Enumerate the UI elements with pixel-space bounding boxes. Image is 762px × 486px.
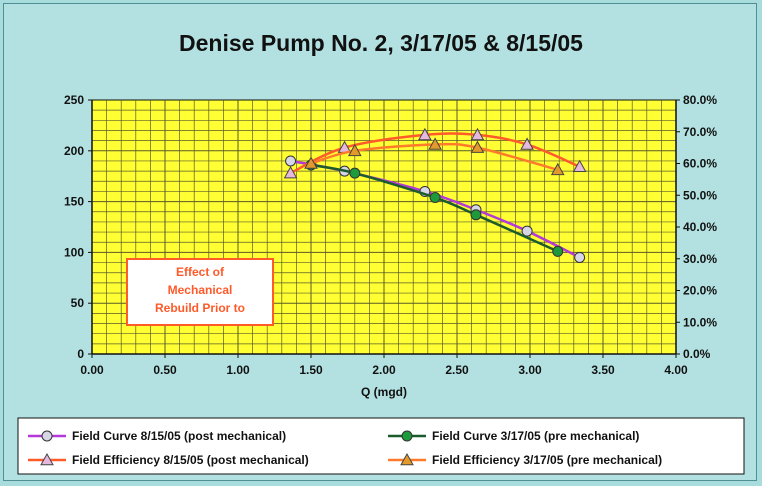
y-tick-label: 100 [64,245,84,259]
chart-frame: Denise Pump No. 2, 3/17/05 & 8/15/05 0.0… [3,3,757,481]
data-point [572,159,587,172]
x-tick-label: 2.00 [372,363,396,377]
annotation-line-3: Rebuild Prior to [155,301,245,315]
y2-tick-label: 80.0% [683,93,717,107]
data-point [520,137,534,150]
data-point [418,127,432,141]
legend-marker [401,430,413,442]
data-point [429,192,441,204]
chart-title: Denise Pump No. 2, 3/17/05 & 8/15/05 [179,30,583,56]
data-point [470,127,485,141]
legend-label: Field Curve 8/15/05 (post mechanical) [72,429,286,443]
annotation-line-2: Mechanical [168,283,233,297]
y2-tick-label: 0.0% [683,347,711,361]
x-axis-title: Q (mgd) [361,385,407,399]
legend: Field Curve 8/15/05 (post mechanical) Fie… [17,417,745,475]
legend-entry-1: Field Curve 8/15/05 (post mechanical) [28,429,286,443]
y2-tick-label: 70.0% [683,125,717,139]
tick-labels: 0.00 0.50 1.00 1.50 2.00 2.50 3.00 3.50 4.00 0 50 1… [64,93,717,377]
x-tick-label: 3.50 [591,363,615,377]
data-point [349,167,361,179]
legend-marker [40,452,54,466]
x-tick-label: 1.50 [299,363,323,377]
data-point [552,245,564,257]
data-point [470,140,485,153]
y-tick-label: 200 [64,144,84,158]
y-tick-label: 0 [77,347,84,361]
x-tick-label: 4.00 [664,363,688,377]
annotation-line-1: Effect of [176,265,225,279]
y2-tick-label: 30.0% [683,252,717,266]
data-point [574,251,586,263]
data-point [470,209,482,221]
x-tick-label: 2.50 [445,363,469,377]
y-tick-label: 50 [71,296,85,310]
y2-tick-label: 20.0% [683,284,717,298]
series-layer [283,127,587,263]
series-3 [283,127,587,179]
data-point [285,155,297,167]
data-point [428,137,442,150]
annotation-box: Effect of Mechanical Rebuild Prior to [126,258,274,326]
x-tick-label: 1.00 [226,363,250,377]
series-4 [304,137,565,176]
legend-box [17,417,745,475]
legend-entry-2: Field Curve 3/17/05 (pre mechanical) [388,429,639,443]
chart: Denise Pump No. 2, 3/17/05 & 8/15/05 0.0… [17,30,745,475]
data-point [304,156,318,169]
y2-tick-label: 60.0% [683,157,717,171]
y-tick-label: 150 [64,195,84,209]
legend-marker [41,430,53,442]
x-tick-label: 0.00 [80,363,104,377]
data-point [550,162,565,176]
data-point [521,225,533,237]
data-point [347,143,362,157]
legend-label: Field Efficiency 8/15/05 (post mechanica… [72,453,309,467]
legend-label: Field Efficiency 3/17/05 (pre mechanical… [432,453,662,467]
y2-tick-label: 10.0% [683,315,717,329]
legend-entry-4: Field Efficiency 3/17/05 (pre mechanical… [388,452,662,467]
x-tick-label: 0.50 [153,363,177,377]
legend-entry-3: Field Efficiency 8/15/05 (post mechanica… [28,452,309,467]
y-tick-label: 250 [64,93,84,107]
y2-tick-label: 40.0% [683,220,717,234]
legend-label: Field Curve 3/17/05 (pre mechanical) [432,429,639,443]
y2-tick-label: 50.0% [683,188,717,202]
data-point [283,165,298,179]
legend-marker [400,452,414,466]
x-tick-label: 3.00 [518,363,542,377]
